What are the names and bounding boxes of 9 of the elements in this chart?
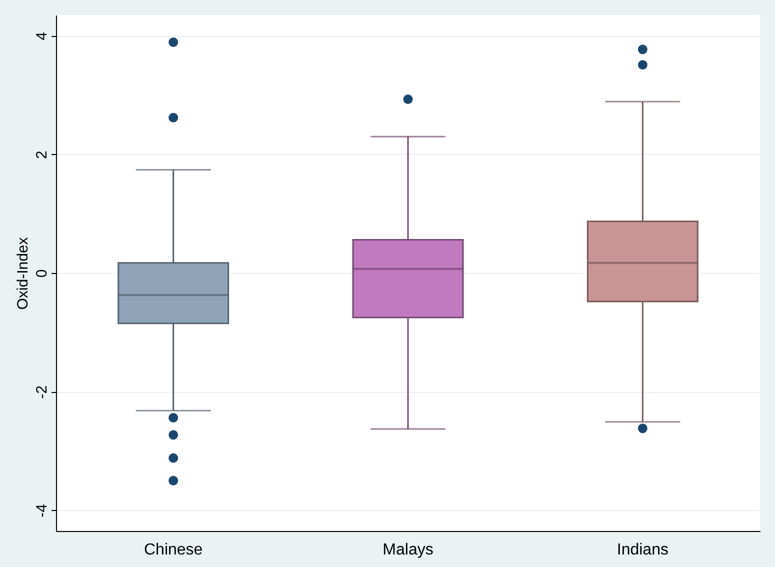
y-axis-title: Oxid-Index: [14, 236, 32, 310]
y-tick-label: 4: [34, 32, 50, 40]
x-tick-label: Malays: [382, 542, 434, 558]
y-tick-label: 0: [34, 269, 50, 278]
x-tick-label: Chinese: [144, 542, 203, 558]
y-tick-label: -2: [34, 385, 50, 399]
y-tick-label: 2: [34, 150, 50, 160]
x-tick-label: Indians: [616, 542, 668, 558]
y-tick-label: -4: [34, 504, 50, 518]
